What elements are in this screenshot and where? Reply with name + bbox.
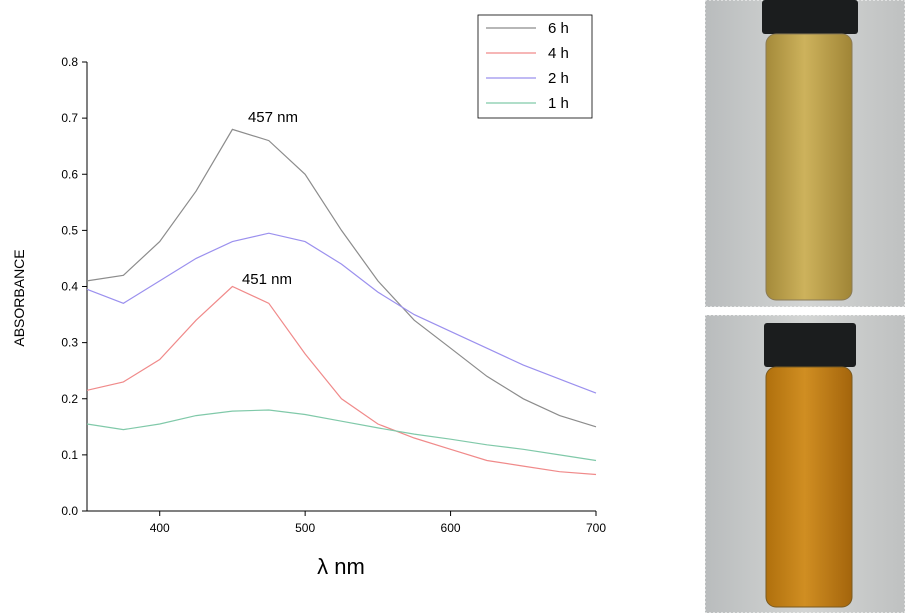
series-line bbox=[86, 128, 597, 428]
legend-label: 6 h bbox=[548, 20, 569, 37]
cap bbox=[762, 0, 858, 34]
y-axis-label: ABSORBANCE bbox=[11, 249, 27, 346]
cap bbox=[764, 323, 856, 367]
vial bbox=[765, 366, 853, 608]
legend-label: 1 h bbox=[548, 95, 569, 112]
x-tick-label: 500 bbox=[295, 521, 315, 535]
y-tick-label: 0.2 bbox=[61, 392, 78, 406]
x-tick-label: 400 bbox=[150, 521, 170, 535]
y-tick-label: 0.4 bbox=[61, 280, 78, 294]
legend-label: 4 h bbox=[548, 45, 569, 62]
legend-box bbox=[477, 14, 593, 119]
series-line bbox=[86, 409, 597, 462]
vial bbox=[765, 33, 853, 301]
y-tick-label: 0.0 bbox=[61, 504, 78, 518]
x-tick-label: 600 bbox=[441, 521, 461, 535]
y-tick-label: 0.3 bbox=[61, 336, 78, 350]
y-tick-label: 0.7 bbox=[61, 111, 78, 125]
y-tick-label: 0.1 bbox=[61, 448, 78, 462]
y-tick-label: 0.5 bbox=[61, 223, 78, 237]
x-axis-label: λ nm bbox=[317, 554, 365, 579]
series-line bbox=[86, 285, 597, 476]
legend-label: 2 h bbox=[548, 70, 569, 87]
photos bbox=[704, 0, 905, 613]
y-tick-label: 0.6 bbox=[61, 167, 78, 181]
annotation: 457 nm bbox=[248, 109, 298, 126]
x-tick-label: 700 bbox=[586, 521, 606, 535]
y-tick-label: 0.8 bbox=[61, 55, 78, 69]
annotation: 451 nm bbox=[242, 271, 292, 288]
series-line bbox=[86, 232, 597, 394]
